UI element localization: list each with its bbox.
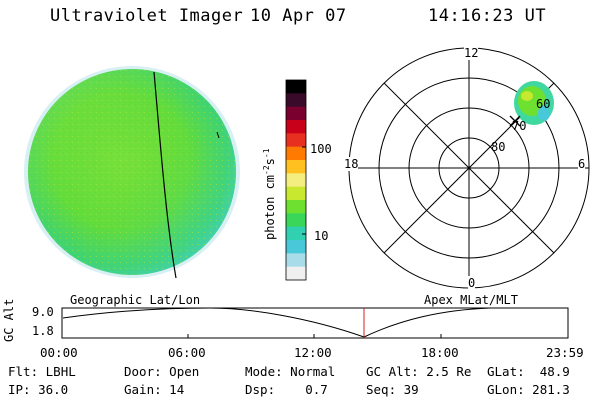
info-door-value: Open (169, 364, 200, 379)
colorbar-band (286, 106, 306, 121)
info-ip: IP: 36.0 (8, 382, 69, 397)
timeline-plot (61, 307, 569, 339)
colorbar-band (286, 120, 306, 134)
colorbar-band (286, 200, 306, 214)
timeline-tick-1200: 12:00 (294, 345, 332, 360)
colorbar-band (286, 93, 306, 108)
info-gcalt: GC Alt: 2.5 Re (366, 364, 472, 379)
polar-plot (348, 47, 590, 289)
info-dsp-value: 0.7 (305, 382, 328, 397)
colorbar (285, 79, 307, 281)
colorbar-band (286, 133, 306, 148)
timeline-tick-1800: 18:00 (421, 345, 459, 360)
colorbar-tick-10: 10 (314, 229, 329, 243)
info-ip-value: 36.0 (38, 382, 69, 397)
info-mode-value: Normal (290, 364, 336, 379)
colorbar-band (286, 146, 306, 161)
polar-label-top: 12 (464, 46, 479, 60)
info-glon-value: 281.3 (532, 382, 570, 397)
uv-disk-image (24, 66, 240, 279)
timeline-y-min: 1.8 (32, 324, 54, 338)
image-title: Ultraviolet Imager (50, 6, 244, 26)
info-flt: Flt: LBHL (8, 364, 76, 379)
timeline-tick-0600: 06:00 (168, 345, 206, 360)
colorbar-band (286, 240, 306, 254)
timeline-y-max: 9.0 (32, 305, 54, 319)
info-flt-value: LBHL (45, 364, 76, 379)
polar-ring-label-70: 70 (512, 119, 527, 133)
info-door: Door: Open (124, 364, 200, 379)
info-gain: Gain: 14 (124, 382, 185, 397)
polar-ring-label-80: 80 (491, 140, 506, 154)
info-seq: Seq: 39 (366, 382, 419, 397)
info-gain-value: 14 (169, 382, 185, 397)
polar-label-bottom: 0 (468, 276, 476, 290)
polar-aurora-patch (514, 81, 554, 125)
altitude-curve (62, 307, 567, 338)
terminator-line (153, 71, 177, 279)
info-seq-value: 39 (403, 382, 419, 397)
info-glat: GLat: 48.9 (487, 364, 570, 379)
timeline-tick-2359: 23:59 (546, 345, 584, 360)
info-glon: GLon: 281.3 (487, 382, 570, 397)
info-glat-value: 48.9 (539, 364, 570, 379)
colorbar-band (286, 173, 306, 188)
colorbar-band (286, 226, 306, 241)
polar-label-left: 18 (344, 157, 359, 171)
colorbar-unit-label: photon cm-2s-1 (262, 148, 277, 240)
polar-label-right: 6 (578, 157, 586, 171)
image-date: 10 Apr 07 (250, 6, 347, 26)
info-mode: Mode: Normal (245, 364, 336, 379)
colorbar-band (286, 160, 306, 174)
info-dsp: Dsp: 0.7 (245, 382, 328, 397)
timeline-right-title: Apex MLat/MLT (424, 293, 518, 307)
colorbar-band (286, 266, 306, 281)
colorbar-band (286, 213, 306, 228)
colorbar-gradient (286, 80, 306, 281)
timeline-tick-0000: 00:00 (40, 345, 78, 360)
polar-ring-label-60: 60 (536, 97, 551, 111)
colorbar-band (286, 253, 306, 268)
colorbar-band (286, 80, 306, 94)
info-gcalt-value: 2.5 Re (426, 364, 472, 379)
image-time: 14:16:23 UT (428, 6, 547, 26)
colorbar-band (286, 186, 306, 201)
colorbar-tick-100: 100 (310, 142, 332, 156)
timeline-left-title: Geographic Lat/Lon (70, 293, 201, 307)
